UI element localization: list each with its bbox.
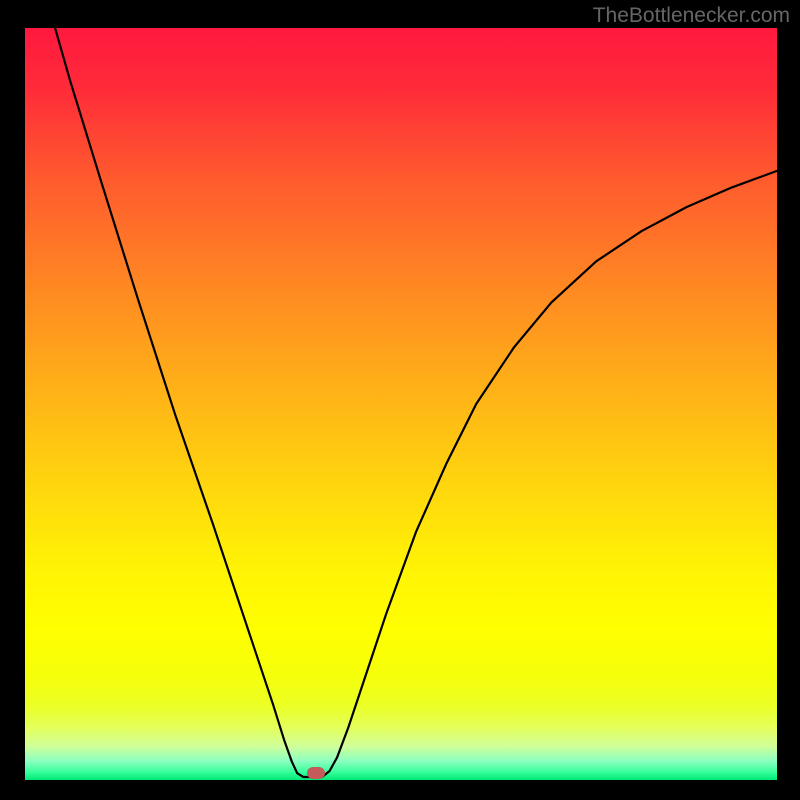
plot-frame — [25, 28, 777, 780]
bottleneck-curve — [25, 28, 777, 780]
watermark-text: TheBottlenecker.com — [593, 4, 790, 28]
optimum-marker — [307, 767, 325, 779]
plot-area — [25, 28, 777, 780]
